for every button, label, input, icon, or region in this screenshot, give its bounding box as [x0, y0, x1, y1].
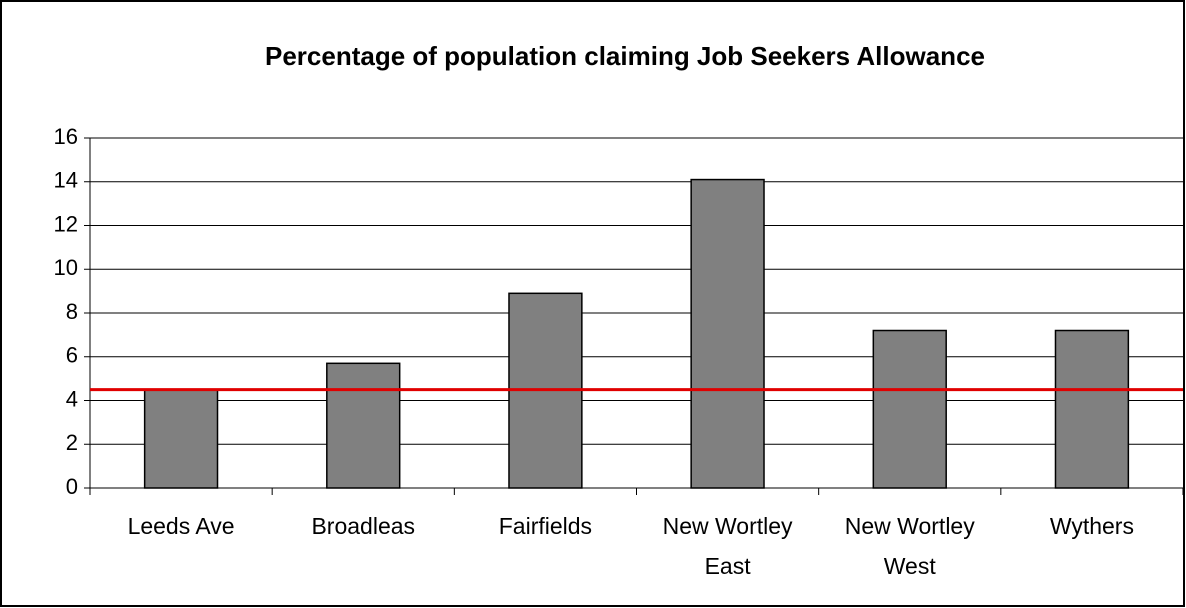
x-tick-label: Leeds Ave	[127, 513, 235, 539]
y-tick-label: 2	[66, 430, 78, 455]
bar	[872, 329, 947, 489]
bar	[690, 178, 765, 489]
x-tick-label: Fairfields	[498, 513, 593, 539]
y-tick-label: 6	[66, 343, 78, 368]
y-tick-label: 8	[66, 299, 78, 324]
y-tick-label: 10	[54, 255, 78, 280]
y-tick-label: 0	[66, 474, 78, 499]
x-tick-label: Broadleas	[311, 513, 416, 539]
y-tick-label: 16	[54, 124, 78, 149]
y-tick-label: 12	[54, 211, 78, 236]
bar	[326, 362, 401, 489]
x-tick-label: Wythers	[1049, 513, 1134, 539]
y-tick-label: 14	[54, 168, 78, 193]
bar	[1054, 329, 1130, 489]
bar	[143, 388, 219, 489]
chart-title: Percentage of population claiming Job Se…	[265, 41, 985, 71]
y-tick-label: 4	[66, 386, 78, 411]
x-tick-label: New Wortley East	[662, 513, 793, 579]
x-tick-label: New Wortley West	[844, 513, 975, 579]
